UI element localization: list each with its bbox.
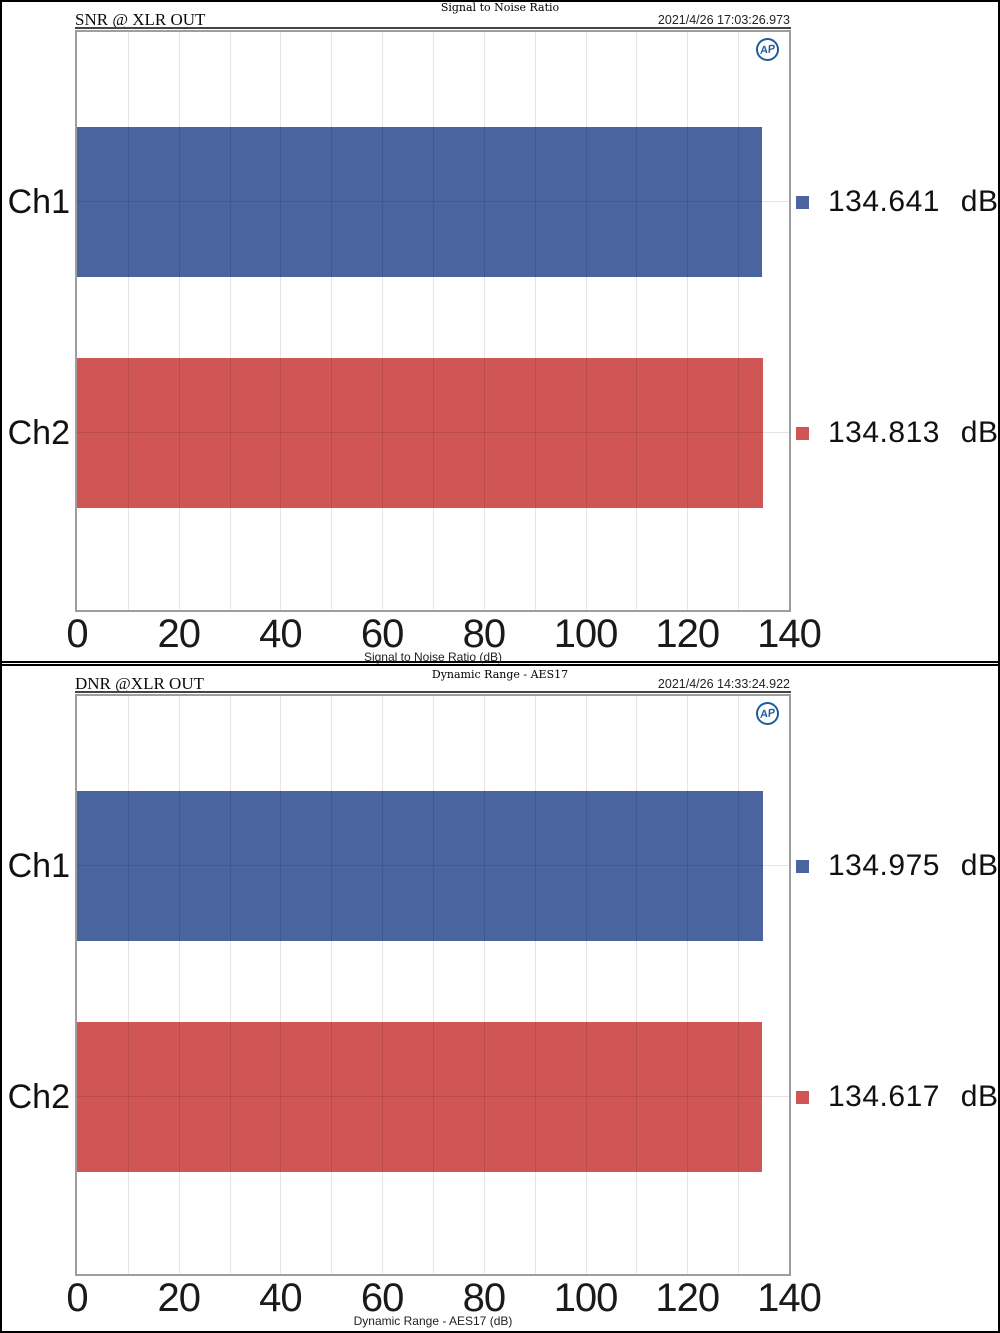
x-axis-label: Signal to Noise Ratio (dB) (363, 650, 503, 664)
timestamp: 2021/4/26 14:33:24.922 (657, 677, 790, 691)
gridline (636, 32, 638, 610)
bar-ch2 (77, 1022, 762, 1172)
category-label-ch2: Ch2 (7, 414, 70, 452)
category-label-ch1: Ch1 (7, 847, 70, 885)
x-tick-label: 40 (259, 612, 302, 656)
x-tick-label: 140 (757, 612, 822, 656)
gridline (738, 32, 740, 610)
legend-marker-ch2 (796, 1091, 809, 1104)
gridline (483, 32, 485, 610)
dnr-chart-panel: Dynamic Range - AES17 DNR @XLR OUT 2021/… (2, 664, 998, 1331)
bar-ch1 (77, 791, 764, 941)
gridline (229, 696, 231, 1274)
x-tick-label: 60 (360, 612, 404, 656)
gridline (585, 696, 587, 1274)
x-tick-label: 20 (157, 612, 200, 656)
x-tick-label: 0 (66, 1276, 88, 1320)
x-axis-ticks: 0 20 40 60 80 100 120 140 (66, 1276, 821, 1324)
x-tick-label: 100 (553, 612, 619, 656)
header-rule (75, 691, 791, 693)
x-tick-label: 80 (462, 1276, 506, 1320)
measurement-label: SNR @ XLR OUT (75, 10, 206, 29)
category-label-ch1: Ch1 (7, 183, 70, 221)
gridline (483, 696, 485, 1274)
gridline (433, 32, 434, 610)
bar-ch1 (77, 127, 762, 277)
gridline (636, 696, 638, 1274)
chart-title: Dynamic Range - AES17 (431, 668, 569, 681)
ap-logo-text: AP (759, 706, 776, 721)
x-tick-label: 140 (757, 1276, 822, 1320)
gridline (738, 696, 740, 1274)
gridline (687, 696, 689, 1274)
timestamp: 2021/4/26 17:03:26.973 (657, 13, 790, 27)
x-tick-label: 40 (259, 1276, 302, 1320)
gridline (382, 32, 384, 610)
ap-logo-icon: AP (754, 700, 781, 727)
x-axis-label: Dynamic Range - AES17 (dB) (353, 1314, 513, 1328)
gridline (585, 32, 587, 610)
ap-logo-text: AP (759, 42, 776, 57)
legend-marker-ch1 (796, 860, 809, 873)
x-tick-label: 60 (360, 1276, 404, 1320)
gridline (77, 1096, 789, 1097)
legend-marker-ch2 (796, 427, 809, 440)
value-label-ch2: 134.617 dB (828, 1080, 999, 1113)
measurement-label: DNR @XLR OUT (75, 674, 204, 693)
gridline (687, 32, 689, 610)
x-tick-label: 120 (655, 612, 720, 656)
gridline (178, 696, 180, 1274)
plot-area: AP (75, 694, 791, 1276)
ap-logo-icon: AP (754, 36, 781, 63)
gridline (331, 696, 333, 1274)
bar-ch2 (77, 358, 763, 508)
snr-chart-panel: Signal to Noise Ratio SNR @ XLR OUT 2021… (2, 1, 999, 664)
x-axis-ticks: 0 20 40 60 80 100 120 140 (66, 612, 821, 660)
legend-marker-ch1 (796, 196, 809, 209)
gridline (534, 696, 536, 1274)
x-tick-label: 80 (462, 612, 506, 656)
value-label-ch1: 134.641 dB (828, 185, 999, 218)
plot-area: AP (75, 30, 791, 612)
gridline (382, 696, 384, 1274)
value-label-ch2: 134.813 dB (828, 416, 999, 449)
gridline (77, 865, 789, 866)
gridline (534, 32, 536, 610)
value-label-ch1: 134.975 dB (828, 849, 999, 882)
gridline (331, 32, 333, 610)
x-tick-label: 100 (553, 1276, 619, 1320)
x-tick-label: 20 (157, 1276, 200, 1320)
gridline (433, 696, 434, 1274)
header-rule (75, 27, 791, 29)
gridline (127, 32, 129, 610)
gridline (280, 696, 282, 1274)
gridline (178, 32, 180, 610)
gridline (127, 696, 129, 1274)
category-label-ch2: Ch2 (7, 1078, 70, 1116)
gridline (77, 201, 789, 202)
chart-title: Signal to Noise Ratio (440, 1, 560, 14)
gridline (77, 432, 789, 433)
gridline (280, 32, 282, 610)
gridline (229, 32, 231, 610)
x-tick-label: 0 (66, 612, 88, 656)
x-tick-label: 120 (655, 1276, 720, 1320)
